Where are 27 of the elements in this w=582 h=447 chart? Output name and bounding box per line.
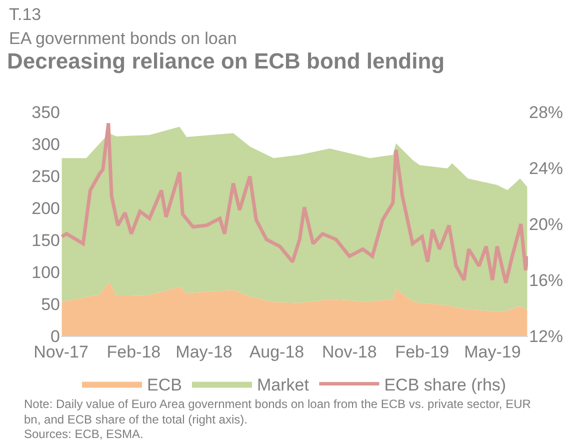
legend-label: ECB [147, 375, 182, 394]
y2-tick-label: 20% [529, 214, 564, 234]
legend-label: Market [256, 375, 310, 394]
x-tick-label: Feb-19 [395, 342, 450, 362]
x-tick-label: Nov-18 [322, 342, 377, 362]
y2-tick-label: 28% [529, 102, 564, 122]
y-tick-label: 200 [32, 198, 60, 218]
x-tick-label: Aug-18 [249, 342, 304, 362]
y-tick-label: 100 [32, 262, 60, 282]
text: T.13 [9, 5, 42, 24]
x-tick-label: May-19 [464, 342, 521, 362]
text: Note: Daily value of Euro Area government bonds on loan from the ECB vs. private sector, EUR bn, and ECB share of the total (right axis). [24, 397, 532, 427]
chart-subtitle: EA government bonds on loan [9, 29, 237, 48]
y-tick-label: 50 [41, 294, 60, 314]
line-series [61, 121, 528, 285]
y2-tick-label: 24% [529, 158, 564, 178]
chart-title: Decreasing reliance on ECB bond lending [6, 48, 445, 74]
y2-tick-label: 16% [529, 270, 564, 290]
y2-tick-label: 12% [529, 326, 564, 346]
y-tick-label: 150 [32, 230, 60, 250]
x-tick-label: Feb-18 [106, 342, 161, 362]
y-tick-label: 350 [32, 102, 60, 122]
legend-label: ECB share (rhs) [384, 375, 506, 394]
y-tick-label: 300 [32, 134, 60, 154]
y-tick-label: 250 [32, 166, 60, 186]
x-tick-label: May-18 [176, 342, 232, 362]
source-note: Sources: ECB, ESMA. [24, 427, 144, 441]
